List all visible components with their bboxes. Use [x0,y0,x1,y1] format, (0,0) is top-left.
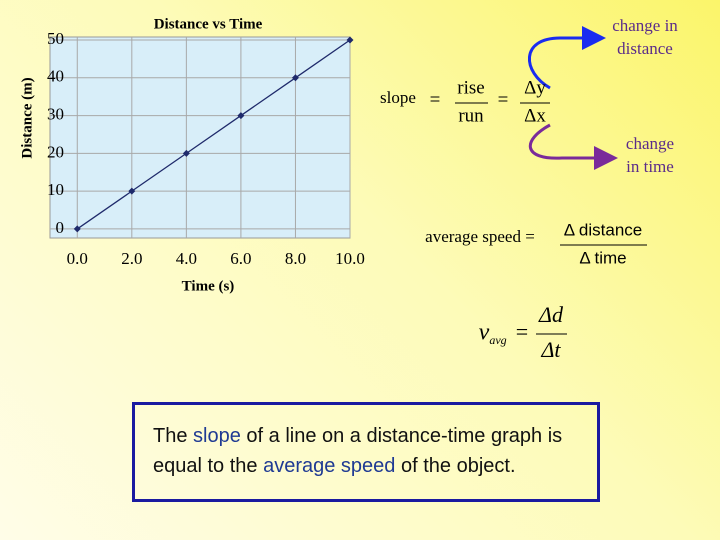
x-tick-label: 6.0 [230,249,251,268]
highlight: average speed [263,455,396,477]
formula-text: Δx [524,105,546,126]
formula-text: = [498,89,509,110]
chart-title: Distance vs Time [154,16,263,32]
y-tick-label: 50 [47,29,64,48]
formula-text: avg [489,333,506,347]
data-point [291,74,299,82]
y-tick-label: 20 [47,142,64,161]
y-axis-label: Distance (m) [19,77,35,158]
formula-text: Δy [524,77,546,98]
formula-text: = [430,89,441,110]
text: of the object. [395,455,516,477]
highlight: slope [193,425,241,447]
data-point [182,149,190,157]
x-axis-label: Time (s) [182,278,235,294]
annotation: change in [612,16,678,35]
formula-text: Δd [538,302,564,327]
formula-text: rise [457,77,484,98]
y-tick-label: 30 [47,104,64,123]
y-tick-label: 0 [56,218,65,237]
annotation: in time [626,157,674,176]
x-tick-label: 2.0 [121,249,142,268]
statement-box: The slope of a line on a distance-time g… [132,402,600,502]
y-tick-label: 40 [47,67,64,86]
data-line [76,39,351,230]
x-tick-label: 0.0 [67,249,88,268]
formula-text: Δt [540,337,561,362]
data-point [346,36,354,44]
formula-text: Δ distance [564,220,642,239]
annotation: change [626,134,674,153]
text: The [153,425,194,447]
annotation: distance [617,39,673,58]
formula-text: Δ time [579,248,626,267]
x-tick-label: 4.0 [176,249,197,268]
formula-text: average speed = [425,227,535,246]
plot-area [49,36,351,239]
formula-text: = [516,319,528,344]
formula-text: v [479,320,490,346]
arrow [527,26,606,90]
formula-text: run [458,105,484,126]
formula-text: slope [380,88,416,107]
data-point [237,112,245,120]
x-tick-label: 10.0 [335,249,365,268]
data-point [73,225,81,233]
y-tick-label: 10 [47,180,64,199]
data-point [128,187,136,195]
arrow [529,123,618,170]
text: of a line on a distance-time graph is eq… [153,425,563,477]
x-tick-label: 8.0 [285,249,306,268]
